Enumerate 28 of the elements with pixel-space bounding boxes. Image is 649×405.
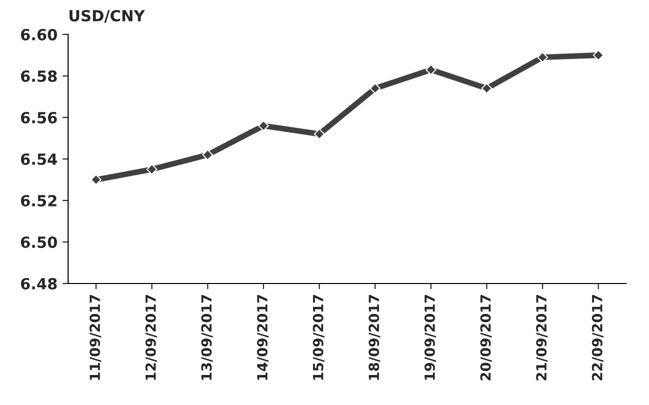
x-tick-label: 19/09/2017 [424,295,436,380]
y-tick-label: 6.48 [20,278,57,290]
y-tick-label: 6.54 [20,153,58,165]
y-tick-label: 6.50 [20,236,57,248]
point [537,52,548,63]
x-tick-label: 22/09/2017 [592,295,604,380]
x-tick-label: 14/09/2017 [257,295,269,380]
y-tick-label: 6.52 [20,194,56,206]
x-tick-label: 18/09/2017 [368,295,380,380]
point [146,164,158,175]
point [481,82,492,94]
x-tick-label: 15/09/2017 [312,295,324,380]
point [258,120,269,132]
x-tick-label: 11/09/2017 [90,295,102,380]
x-tick-label: 12/09/2017 [145,295,157,380]
x-tick-label: 21/09/2017 [536,295,548,380]
point [426,64,436,76]
point [592,50,604,61]
point [370,82,381,94]
point [202,149,214,160]
x-tick-label: 20/09/2017 [480,295,492,380]
y-tick-label: 6.56 [20,112,57,124]
y-axis-title: USD/CNY [70,10,146,23]
y-tick-label: 6.58 [20,70,57,82]
x-tick-label: 13/09/2017 [201,295,213,380]
y-tick-label: 6.60 [20,28,57,40]
point [314,128,325,140]
point [90,174,102,186]
